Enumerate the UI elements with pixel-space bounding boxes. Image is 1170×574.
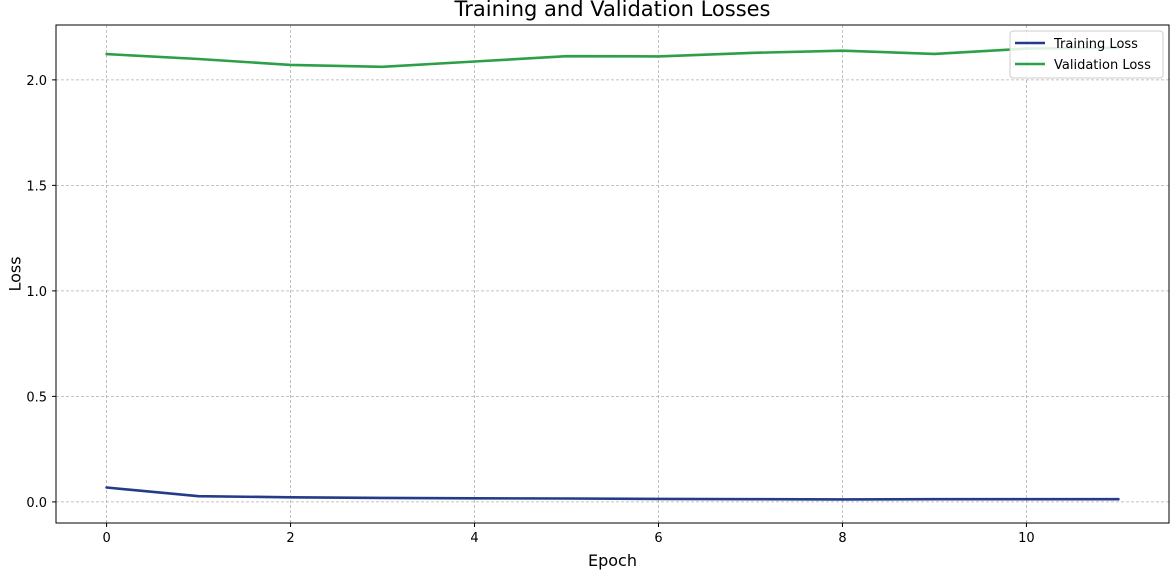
x-tick-label: 6 bbox=[654, 531, 662, 546]
legend: Training Loss Validation Loss bbox=[1009, 30, 1164, 79]
x-axis-label: Epoch bbox=[588, 551, 637, 570]
plot-area-border bbox=[55, 24, 1170, 524]
series-line-0 bbox=[105, 486, 1120, 501]
y-axis-label: Loss bbox=[6, 256, 25, 291]
series-line-1 bbox=[105, 46, 1120, 69]
legend-label: Validation Loss bbox=[1054, 58, 1151, 73]
axes-frame bbox=[55, 24, 1170, 524]
series-lines bbox=[105, 46, 1120, 501]
x-tick-label: 10 bbox=[1018, 531, 1035, 546]
y-tick-label: 2.0 bbox=[26, 74, 47, 89]
grid bbox=[56, 25, 1169, 523]
y-tick-label: 1.0 bbox=[26, 285, 47, 300]
x-tick-label: 0 bbox=[102, 531, 110, 546]
x-tick-label: 4 bbox=[470, 531, 478, 546]
legend-label: Training Loss bbox=[1053, 37, 1138, 52]
legend-box bbox=[1009, 30, 1164, 79]
axis-ticks: 0 2 4 6 8 10 0.0 0.5 1.0 1.5 2.0 bbox=[26, 74, 1034, 546]
y-tick-label: 0.5 bbox=[26, 390, 47, 405]
y-tick-label: 1.5 bbox=[26, 179, 47, 194]
chart-title: Training and Validation Losses bbox=[453, 0, 770, 21]
x-tick-label: 2 bbox=[286, 531, 294, 546]
x-tick-label: 8 bbox=[838, 531, 846, 546]
y-tick-label: 0.0 bbox=[26, 496, 47, 511]
